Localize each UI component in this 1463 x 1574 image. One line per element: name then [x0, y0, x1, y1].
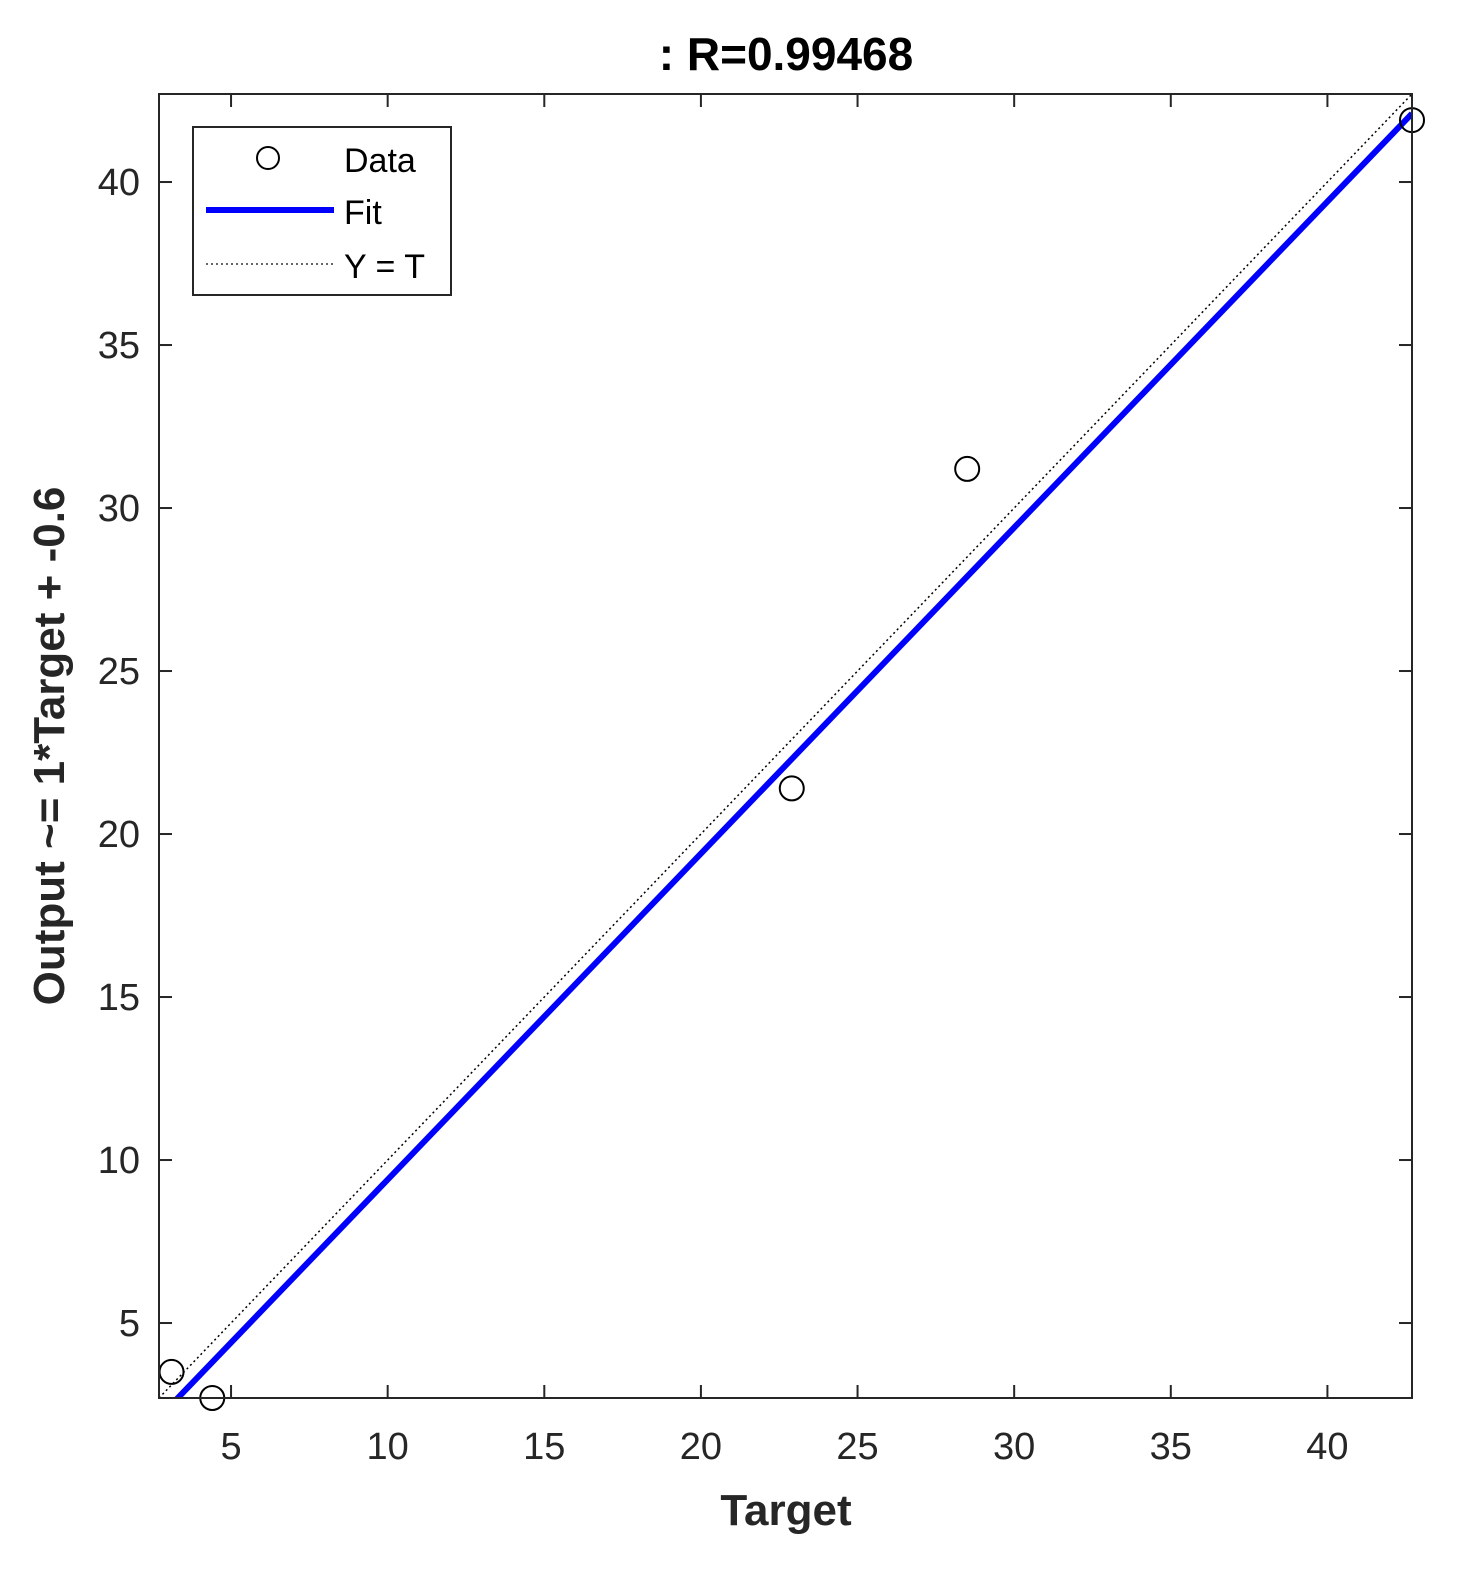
x-tick-label: 30 — [993, 1426, 1035, 1468]
x-tick-label: 20 — [680, 1426, 722, 1468]
y-tick-label: 30 — [98, 488, 140, 530]
legend-data-marker — [256, 146, 280, 170]
y-tick-labels: 5 10 15 20 25 30 35 40 — [98, 162, 140, 1345]
plot-frame — [158, 93, 1413, 1399]
chart-title: : R=0.99468 — [659, 28, 913, 80]
x-tick-label: 5 — [220, 1426, 241, 1468]
tick-marks — [159, 94, 1412, 1398]
legend-label-yt: Y = T — [344, 248, 425, 286]
x-tick-label: 40 — [1306, 1426, 1348, 1468]
fit-line — [173, 111, 1412, 1398]
x-axis-title: Target — [720, 1486, 852, 1535]
y-tick-label: 35 — [98, 325, 140, 367]
data-point — [778, 775, 805, 802]
series-lines — [159, 94, 1412, 1398]
x-tick-label: 25 — [836, 1426, 878, 1468]
x-tick-labels: 5 10 15 20 25 30 35 40 — [220, 1426, 1348, 1468]
y-tick-label: 20 — [98, 814, 140, 856]
legend-label-data: Data — [344, 142, 416, 180]
y-tick-label: 40 — [98, 162, 140, 204]
yt-reference-line — [159, 94, 1412, 1398]
y-tick-label: 15 — [98, 977, 140, 1019]
legend-label-fit: Fit — [344, 194, 382, 232]
data-point — [954, 455, 981, 482]
y-tick-label: 10 — [98, 1140, 140, 1182]
x-tick-label: 35 — [1150, 1426, 1192, 1468]
x-tick-label: 15 — [523, 1426, 565, 1468]
y-tick-label: 5 — [119, 1303, 140, 1345]
y-tick-label: 25 — [98, 651, 140, 693]
legend: Data Fit Y = T — [192, 126, 452, 296]
y-axis-title: Output ~= 1*Target + -0.6 — [25, 487, 74, 1006]
x-tick-label: 10 — [367, 1426, 409, 1468]
